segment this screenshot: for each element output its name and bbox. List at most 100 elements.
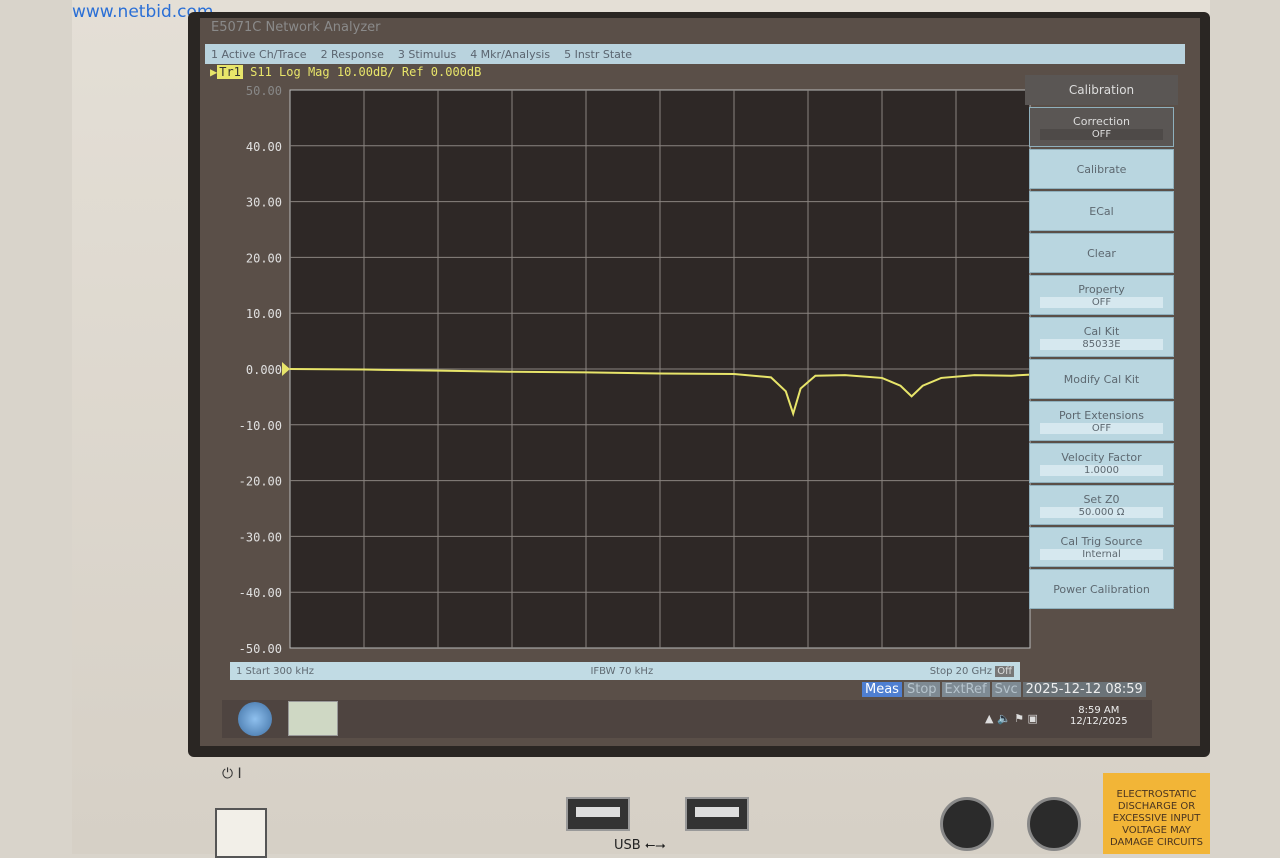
y-tick-label: 10.00 — [246, 307, 282, 321]
stop-indicator: Stop — [903, 682, 940, 697]
softkey-label: Set Z0 — [1083, 492, 1120, 506]
softkey-cal-trig-source[interactable]: Cal Trig Source Internal — [1029, 527, 1174, 567]
trace-point — [1010, 374, 1013, 377]
softkey-label: Cal Kit — [1083, 324, 1120, 338]
start-frequency: 1 Start 300 kHz — [236, 665, 314, 677]
menu-response[interactable]: 2 Response — [320, 47, 384, 61]
y-tick-label: 30.00 — [246, 196, 282, 210]
softkey-label: ECal — [1089, 204, 1114, 218]
y-tick-label: 20.00 — [246, 251, 282, 265]
softkey-correction[interactable]: Correction OFF — [1029, 107, 1174, 147]
clock-date: 12/12/2025 — [1070, 716, 1128, 727]
softkey-value: 50.000 Ω — [1040, 506, 1163, 518]
softkey-clear[interactable]: Clear — [1029, 233, 1174, 273]
menu-bar: 1 Active Ch/Trace 2 Response 3 Stimulus … — [205, 44, 1185, 64]
trace-chart: 50.00 40.00 30.00 20.00 10.00 0.000 -10.00 -20.… — [239, 84, 1035, 656]
usb-port-1[interactable] — [566, 797, 630, 831]
y-tick-label: 50.00 — [246, 84, 282, 98]
esd-text: ELECTROSTATIC DISCHARGE OR EXCESSIVE INP… — [1110, 789, 1203, 848]
trace-point — [799, 387, 802, 390]
power-button[interactable] — [215, 808, 267, 858]
trace-point — [770, 376, 772, 379]
softkey-value: OFF — [1040, 128, 1163, 140]
softkey-label: Correction — [1073, 114, 1130, 128]
y-tick-label: -20.00 — [239, 475, 282, 489]
menu-mkr-analysis[interactable]: 4 Mkr/Analysis — [470, 47, 551, 61]
menu-instr-state[interactable]: 5 Instr State — [564, 47, 632, 61]
trace-point — [733, 373, 735, 375]
softkey-set-z0[interactable]: Set Z0 50.000 Ω — [1029, 485, 1174, 525]
softkey-label: Cal Trig Source — [1060, 534, 1143, 548]
menu-stimulus[interactable]: 3 Stimulus — [397, 47, 457, 61]
meas-indicator: Meas — [862, 682, 902, 697]
y-tick-label: -30.00 — [239, 530, 282, 544]
trace-point — [363, 368, 365, 371]
softkey-label: Property — [1078, 282, 1125, 296]
usb-port-2[interactable] — [685, 797, 749, 831]
softkey-menu-title: Calibration — [1025, 75, 1178, 105]
softkey-port-extensions[interactable]: Port Extensions OFF — [1029, 401, 1174, 441]
connector-port-1[interactable] — [940, 797, 994, 851]
taskbar-clock[interactable]: 8:59 AM 12/12/2025 — [1070, 705, 1128, 727]
softkey-value: 85033E — [1040, 338, 1163, 350]
trace-point — [437, 369, 439, 372]
softkey-label: Modify Cal Kit — [1063, 372, 1140, 386]
stop-frequency: Stop 20 GHz — [929, 665, 993, 677]
trace-header: ▶ Tr1 S11 Log Mag 10.00dB/ Ref 0.000dB — [210, 65, 482, 79]
y-tick-label: -50.00 — [239, 642, 282, 656]
softkey-label: Velocity Factor — [1061, 450, 1142, 464]
softkey-value: Internal — [1040, 548, 1163, 560]
softkey-value: OFF — [1040, 296, 1163, 308]
y-tick-label: -40.00 — [239, 586, 282, 600]
trace-point — [784, 390, 787, 393]
softkey-velocity-factor[interactable]: Velocity Factor 1.0000 — [1029, 443, 1174, 483]
taskbar — [222, 700, 1152, 738]
trace-point — [659, 372, 661, 375]
softkey-ecal[interactable]: ECal — [1029, 191, 1174, 231]
softkey-panel: Calibration Correction OFF Calibrate ECal Cle… — [1025, 75, 1178, 611]
connector-port-2[interactable] — [1027, 797, 1081, 851]
trace-point — [973, 374, 976, 376]
softkey-value: 1.0000 — [1040, 464, 1163, 476]
trace-badge[interactable]: Tr1 — [217, 65, 243, 79]
softkey-modify-cal-kit[interactable]: Modify Cal Kit — [1029, 359, 1174, 399]
usb-text: USB — [614, 838, 641, 853]
extref-indicator: ExtRef — [941, 682, 990, 697]
ifbw: IFBW 70 kHz — [590, 665, 654, 677]
svc-indicator: Svc — [991, 682, 1021, 697]
network-analyzer-app-icon[interactable] — [288, 701, 338, 736]
softkey-label: Calibrate — [1076, 162, 1127, 176]
trace-settings: S11 Log Mag 10.00dB/ Ref 0.000dB — [250, 65, 482, 79]
usb-icon: ⭠⭢ — [644, 838, 666, 853]
menu-active-ch-trace[interactable]: 1 Active Ch/Trace — [211, 47, 307, 61]
instrument-status-line: Meas Stop ExtRef Svc 2025-12-12 08:59 — [862, 682, 1146, 697]
softkey-property[interactable]: Property OFF — [1029, 275, 1174, 315]
softkey-label: Clear — [1087, 246, 1116, 260]
channel-status-bar: 1 Start 300 kHz IFBW 70 kHz Stop 20 GHz … — [230, 662, 1020, 680]
trace-point — [511, 370, 513, 373]
trace-point — [844, 374, 846, 376]
trace-point — [940, 377, 942, 379]
reference-marker-left — [282, 362, 290, 376]
softkey-cal-kit[interactable]: Cal Kit 85033E — [1029, 317, 1174, 357]
softkey-power-calibration[interactable]: Power Calibration — [1029, 569, 1174, 609]
softkey-label: Port Extensions — [1058, 408, 1145, 422]
trace-point — [921, 384, 924, 387]
datetime: 2025-12-12 08:59 — [1022, 682, 1146, 697]
trace-point — [899, 384, 902, 387]
trace-point — [792, 412, 794, 415]
trace-point — [910, 395, 913, 398]
y-tick-label: -10.00 — [239, 419, 282, 433]
off-badge: Off — [995, 665, 1014, 677]
window-title: E5071C Network Analyzer — [211, 20, 381, 35]
softkey-label: Power Calibration — [1053, 582, 1150, 596]
trace-point — [881, 377, 883, 379]
y-tick-label: 40.00 — [246, 140, 282, 154]
power-label: ⏻ I — [222, 766, 242, 782]
system-tray-icons[interactable]: ▲ 🔈 ⚑ ▣ — [985, 712, 1038, 725]
trace-point — [814, 374, 817, 377]
y-tick-label: 0.000 — [246, 363, 282, 377]
trace-point — [585, 371, 587, 374]
softkey-calibrate[interactable]: Calibrate — [1029, 149, 1174, 189]
start-button[interactable] — [238, 702, 272, 736]
